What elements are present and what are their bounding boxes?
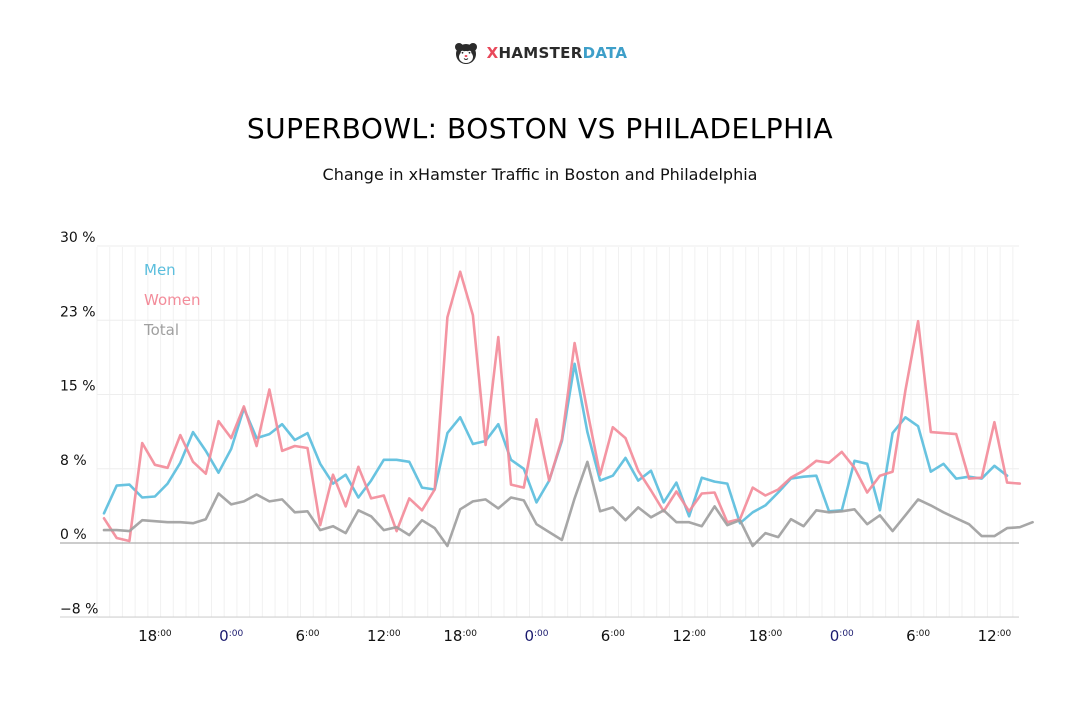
series-lines: [102, 270, 1034, 548]
x-tick-label: 12:00: [978, 627, 1012, 645]
x-tick-label: 12:00: [367, 627, 401, 645]
y-tick-label: 23 %: [60, 304, 96, 320]
grid-lines: [96, 245, 1019, 618]
series-line-women: [102, 270, 1022, 543]
legend: Men Women Total: [143, 261, 200, 339]
brand-name-suffix: DATA: [582, 44, 628, 62]
axes: [60, 542, 1019, 618]
hamster-logo-icon: [454, 43, 477, 64]
x-tick-label: 6:00: [296, 627, 320, 645]
x-tick-labels: 18:00 0:00 6:00 12:00 18:00 0:00 6:00 12:00 18:0…: [138, 627, 1011, 645]
y-tick-label: 8 %: [60, 453, 87, 469]
y-tick-label: 15 %: [60, 379, 96, 395]
x-tick-label: 18:00: [138, 627, 172, 645]
series-line-total: [102, 460, 1034, 548]
brand-wordmark: XHAMSTERDATA: [487, 44, 628, 62]
legend-item-women: Women: [144, 291, 200, 309]
x-tick-label: 6:00: [906, 627, 930, 645]
legend-item-men: Men: [144, 261, 176, 279]
legend-item-total: Total: [143, 321, 179, 339]
x-tick-label: 0:00: [219, 627, 243, 645]
y-tick-label: 0 %: [60, 527, 87, 543]
x-tick-label: 18:00: [443, 627, 477, 645]
x-tick-label: 6:00: [601, 627, 625, 645]
brand-name-main: HAMSTER: [498, 44, 583, 62]
series-line-men: [102, 362, 1009, 525]
chart-subtitle: Change in xHamster Traffic in Boston and…: [322, 165, 758, 184]
y-tick-labels: 30 % 23 % 15 % 8 % 0 % −8 %: [60, 230, 98, 617]
y-tick-label: 30 %: [60, 230, 96, 246]
chart-title: SUPERBOWL: BOSTON VS PHILADELPHIA: [246, 112, 834, 145]
x-tick-label: 18:00: [749, 627, 783, 645]
x-tick-label: 12:00: [672, 627, 706, 645]
x-tick-label: 0:00: [524, 627, 548, 645]
brand-logo: XHAMSTERDATA: [0, 40, 1080, 66]
y-tick-label: −8 %: [60, 601, 98, 617]
x-tick-label: 0:00: [830, 627, 854, 645]
brand-name-prefix: X: [486, 44, 499, 62]
